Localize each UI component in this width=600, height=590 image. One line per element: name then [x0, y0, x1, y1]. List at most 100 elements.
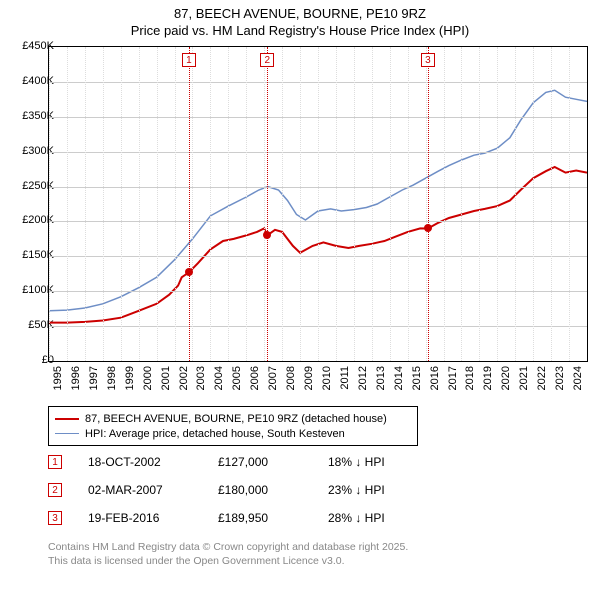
x-tick-label: 2005 [231, 366, 243, 390]
title-block: 87, BEECH AVENUE, BOURNE, PE10 9RZ Price… [0, 0, 600, 38]
x-tick-label: 1996 [70, 366, 82, 390]
gridline-v [318, 47, 319, 361]
gridline-v [49, 47, 50, 361]
x-tick-label: 2014 [393, 366, 405, 390]
x-tick-label: 2013 [375, 366, 387, 390]
x-tick-label: 2004 [213, 366, 225, 390]
gridline-v [515, 47, 516, 361]
gridline-v [67, 47, 68, 361]
gridline-v [533, 47, 534, 361]
x-tick-label: 2020 [500, 366, 512, 390]
sale-row: 2 02-MAR-2007£180,00023% ↓ HPI [48, 476, 488, 504]
gridline-v [85, 47, 86, 361]
sale-row-date: 18-OCT-2002 [88, 455, 218, 469]
gridline-v [282, 47, 283, 361]
legend-row: HPI: Average price, detached house, Sout… [55, 426, 411, 441]
legend-swatch [55, 433, 79, 434]
gridline-v [354, 47, 355, 361]
sale-row-marker: 2 [48, 483, 62, 497]
gridline-v [461, 47, 462, 361]
x-tick-label: 2008 [285, 366, 297, 390]
gridline-v [479, 47, 480, 361]
sale-row: 1 18-OCT-2002£127,00018% ↓ HPI [48, 448, 488, 476]
x-tick-label: 2007 [267, 366, 279, 390]
gridline-v [551, 47, 552, 361]
x-tick-label: 2001 [160, 366, 172, 390]
gridline-v [139, 47, 140, 361]
x-tick-label: 1995 [52, 366, 64, 390]
sale-row-diff: 28% ↓ HPI [328, 511, 448, 525]
x-tick-label: 2024 [572, 366, 584, 390]
chart-container: 87, BEECH AVENUE, BOURNE, PE10 9RZ Price… [0, 0, 600, 590]
x-tick-label: 2011 [339, 366, 351, 390]
sale-marker-line [267, 47, 268, 361]
title-address: 87, BEECH AVENUE, BOURNE, PE10 9RZ [0, 6, 600, 21]
x-tick-label: 1997 [88, 366, 100, 390]
legend: 87, BEECH AVENUE, BOURNE, PE10 9RZ (deta… [48, 406, 418, 446]
sale-marker-box: 3 [421, 53, 435, 67]
gridline-v [569, 47, 570, 361]
gridline-v [246, 47, 247, 361]
gridline-v [264, 47, 265, 361]
legend-swatch [55, 418, 79, 420]
gridline-v [426, 47, 427, 361]
sale-row-price: £180,000 [218, 483, 328, 497]
x-tick-label: 2022 [536, 366, 548, 390]
gridline-v [192, 47, 193, 361]
sale-row-diff: 23% ↓ HPI [328, 483, 448, 497]
sale-row-diff: 18% ↓ HPI [328, 455, 448, 469]
x-tick-label: 2009 [303, 366, 315, 390]
sale-marker-line [428, 47, 429, 361]
x-tick-label: 2015 [411, 366, 423, 390]
x-tick-label: 1999 [124, 366, 136, 390]
gridline-v [444, 47, 445, 361]
footer-line2: This data is licensed under the Open Gov… [48, 554, 408, 568]
x-tick-label: 2016 [429, 366, 441, 390]
footer-line1: Contains HM Land Registry data © Crown c… [48, 540, 408, 554]
sale-marker-line [189, 47, 190, 361]
gridline-v [228, 47, 229, 361]
sale-row: 3 19-FEB-2016£189,95028% ↓ HPI [48, 504, 488, 532]
x-tick-label: 2012 [357, 366, 369, 390]
x-tick-label: 2021 [518, 366, 530, 390]
gridline-v [390, 47, 391, 361]
x-tick-label: 1998 [106, 366, 118, 390]
gridline-v [103, 47, 104, 361]
gridline-v [372, 47, 373, 361]
gridline-v [408, 47, 409, 361]
title-subtitle: Price paid vs. HM Land Registry's House … [0, 23, 600, 38]
gridline-v [210, 47, 211, 361]
sale-marker-box: 1 [182, 53, 196, 67]
gridline-v [175, 47, 176, 361]
x-tick-label: 2003 [195, 366, 207, 390]
sale-marker-dot [424, 224, 432, 232]
gridline-v [497, 47, 498, 361]
legend-row: 87, BEECH AVENUE, BOURNE, PE10 9RZ (deta… [55, 411, 411, 426]
gridline-v [121, 47, 122, 361]
sale-row-price: £127,000 [218, 455, 328, 469]
x-tick-label: 2017 [447, 366, 459, 390]
sale-marker-dot [263, 231, 271, 239]
x-tick-label: 2006 [249, 366, 261, 390]
plot-area: 1 2 3 [48, 46, 588, 362]
sale-row-date: 19-FEB-2016 [88, 511, 218, 525]
sale-row-price: £189,950 [218, 511, 328, 525]
x-tick-label: 2018 [464, 366, 476, 390]
sales-table: 1 18-OCT-2002£127,00018% ↓ HPI 2 02-MAR-200… [48, 448, 488, 532]
sale-marker-dot [185, 268, 193, 276]
x-tick-label: 2002 [178, 366, 190, 390]
legend-label: 87, BEECH AVENUE, BOURNE, PE10 9RZ (deta… [85, 413, 387, 425]
x-tick-label: 2019 [482, 366, 494, 390]
legend-label: HPI: Average price, detached house, Sout… [85, 428, 345, 440]
sale-row-marker: 3 [48, 511, 62, 525]
gridline-v [336, 47, 337, 361]
x-tick-label: 2000 [142, 366, 154, 390]
sale-row-marker: 1 [48, 455, 62, 469]
x-tick-label: 2010 [321, 366, 333, 390]
x-tick-label: 2023 [554, 366, 566, 390]
gridline-v [157, 47, 158, 361]
footer-attribution: Contains HM Land Registry data © Crown c… [48, 540, 408, 568]
gridline-v [300, 47, 301, 361]
sale-marker-box: 2 [260, 53, 274, 67]
sale-row-date: 02-MAR-2007 [88, 483, 218, 497]
